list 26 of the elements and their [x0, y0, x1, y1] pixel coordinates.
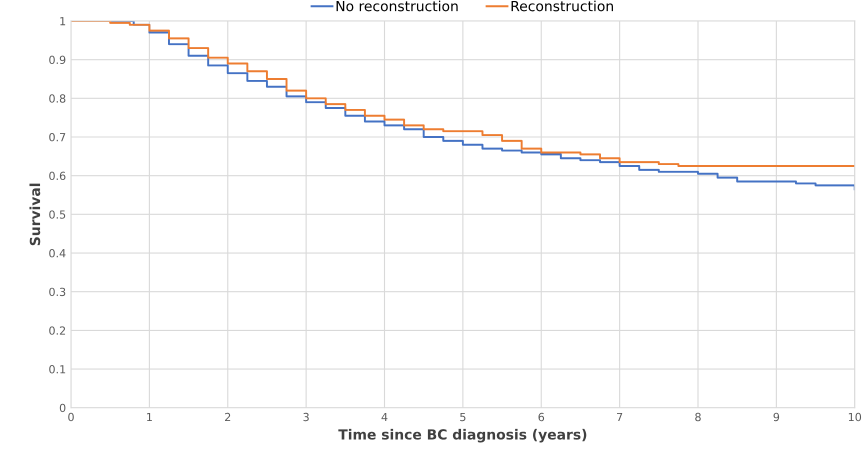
y-tick-label: 0.1 [49, 365, 66, 374]
y-tick-label: 0.5 [49, 210, 66, 219]
y-tick-label: 0.9 [49, 56, 66, 64]
x-tick-label: 5 [460, 412, 466, 422]
x-tick-label: 0 [68, 412, 74, 422]
y-tick-label: 1 [60, 17, 66, 26]
legend-label: No reconstruction [336, 0, 458, 12]
x-tick-label: 8 [695, 412, 701, 422]
x-tick-label: 10 [848, 412, 862, 422]
y-tick-label: 0.3 [49, 288, 66, 296]
y-tick-label: 0.7 [49, 132, 66, 142]
x-tick-label: 3 [303, 412, 309, 422]
y-tick-label: 0.4 [49, 249, 66, 258]
y-tick-label: 0.2 [49, 326, 66, 335]
x-tick-label: 7 [617, 412, 622, 422]
y-axis-title: Survival [29, 184, 40, 246]
x-axis-title: Time since BC diagnosis (years) [338, 428, 586, 442]
legend-label: Reconstruction [512, 0, 613, 12]
x-tick-label: 6 [538, 412, 544, 422]
x-tick-label: 9 [774, 412, 780, 422]
x-tick-label: 1 [147, 412, 152, 422]
x-tick-label: 2 [225, 412, 230, 422]
x-tick-label: 4 [382, 412, 388, 422]
y-tick-label: 0.8 [49, 94, 66, 103]
y-tick-label: 0 [60, 404, 66, 412]
y-tick-label: 0.6 [49, 172, 66, 180]
